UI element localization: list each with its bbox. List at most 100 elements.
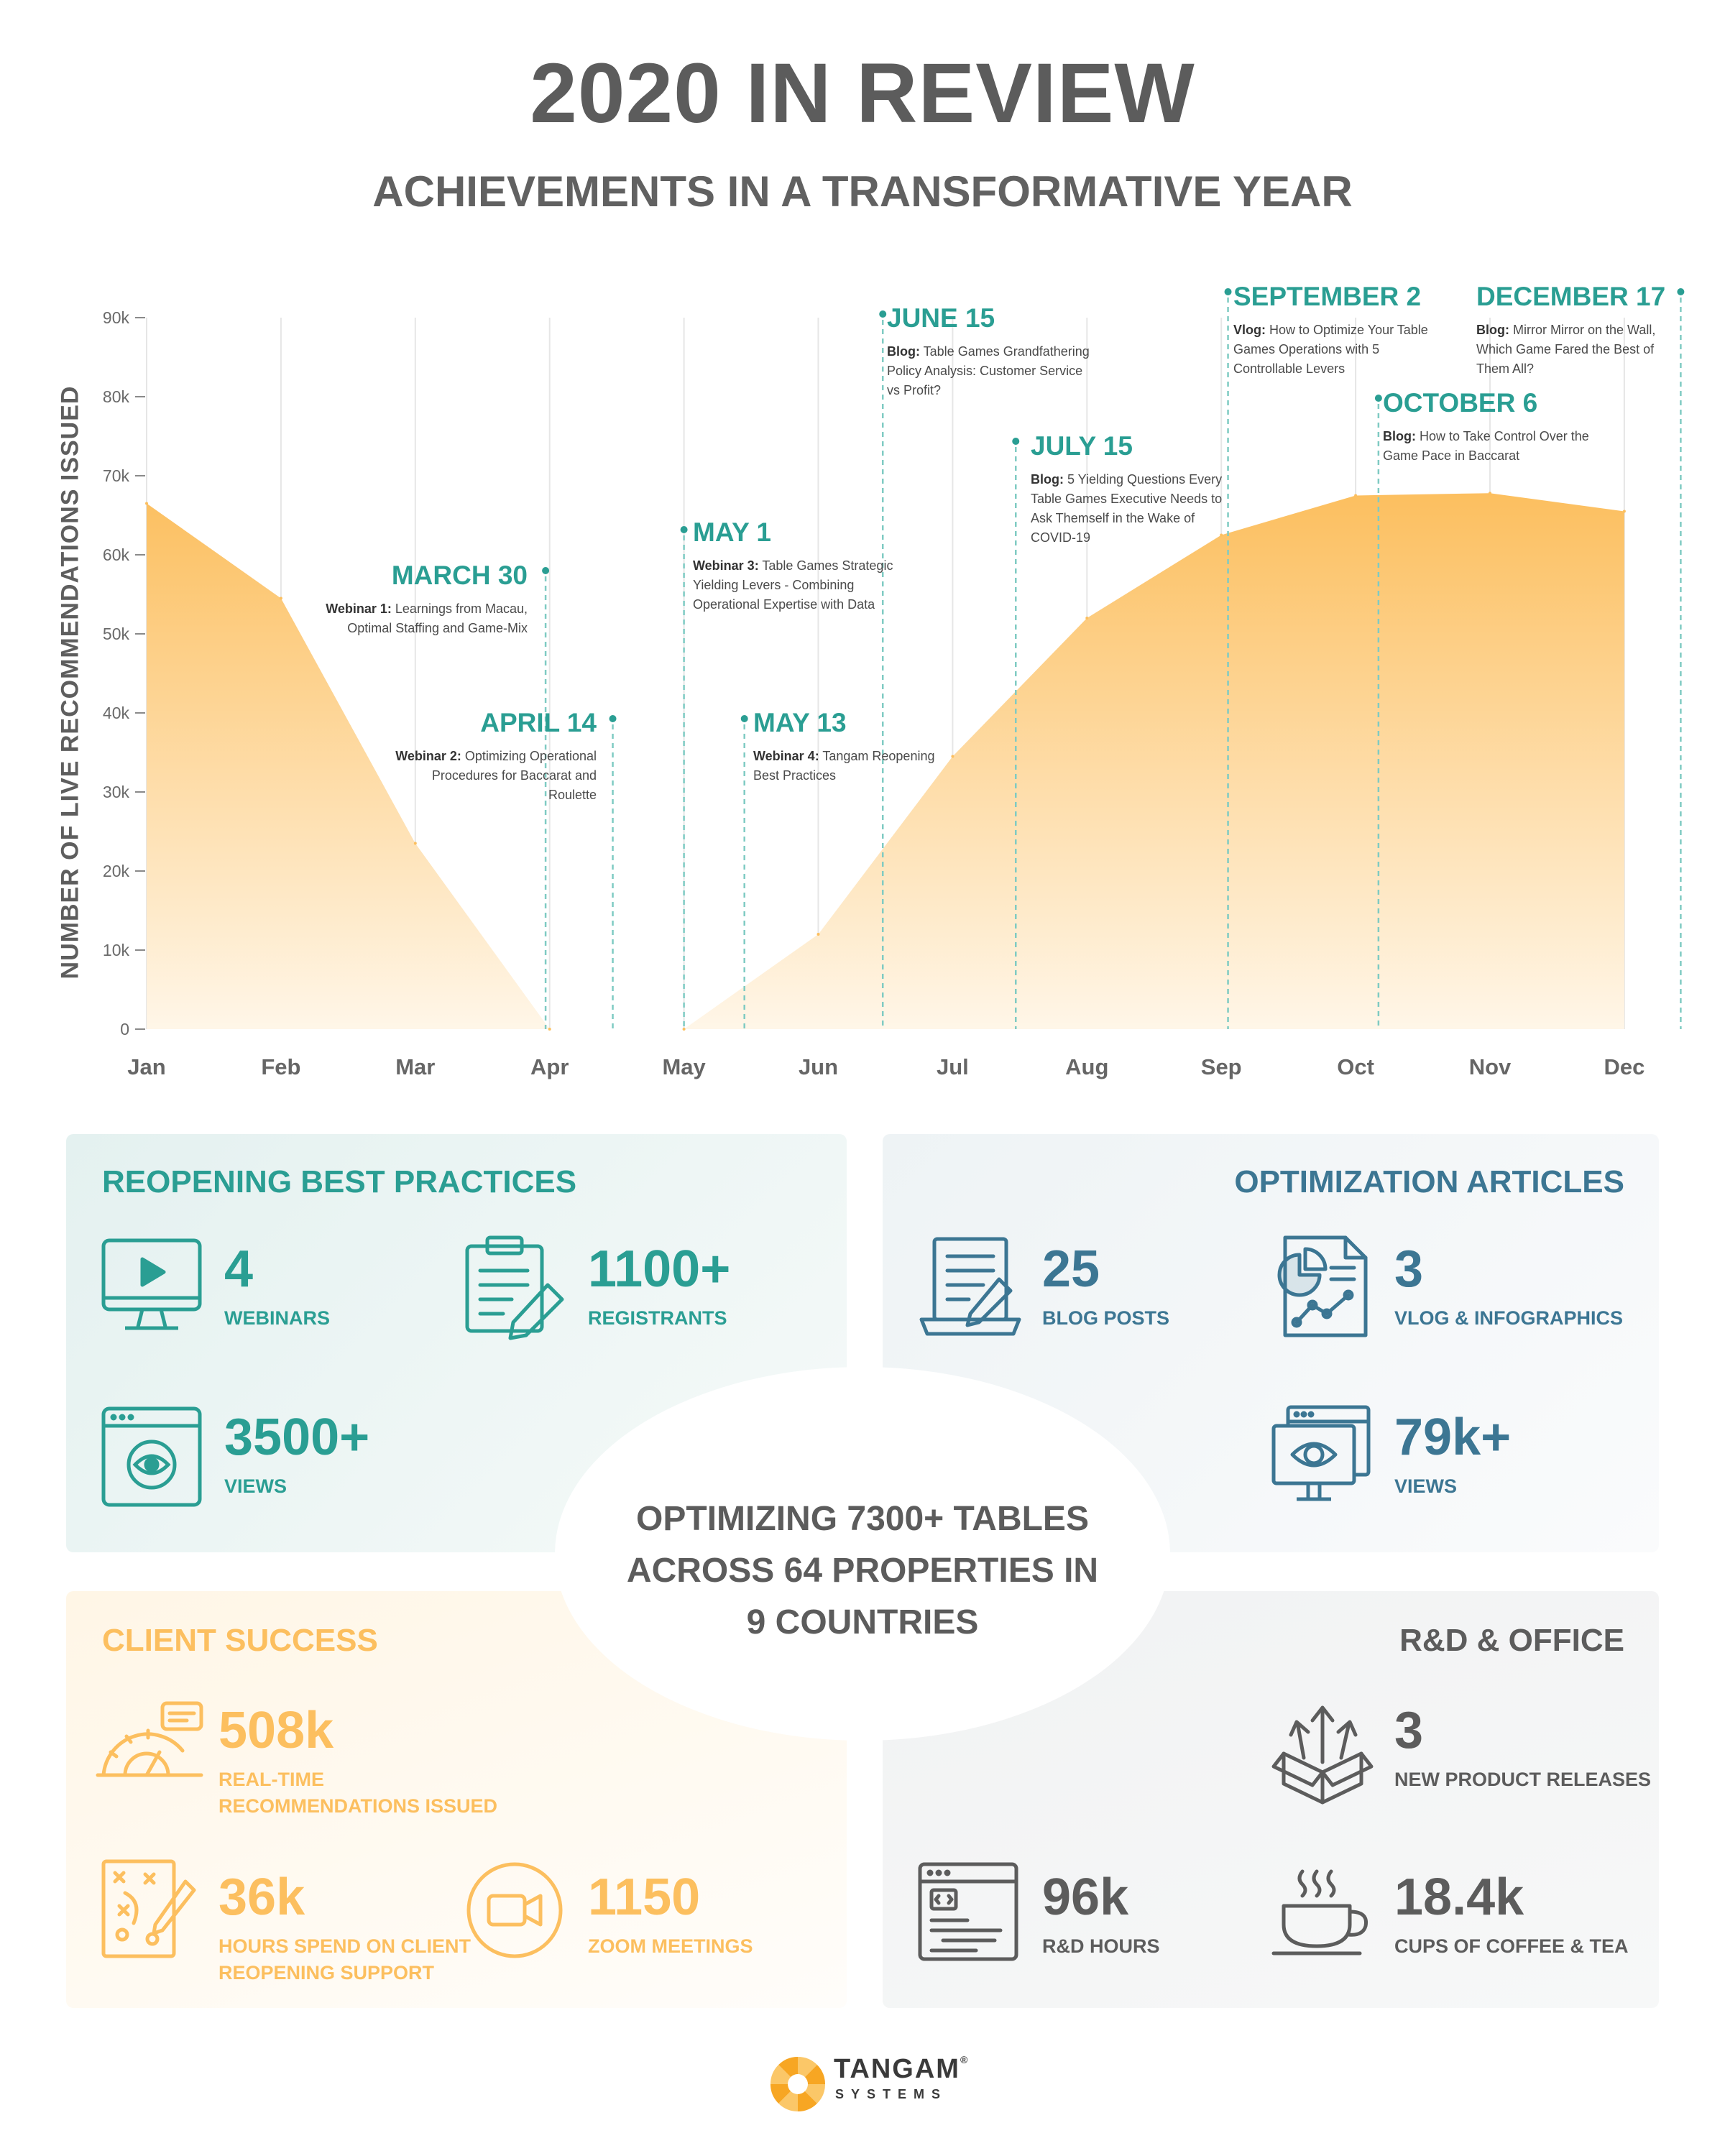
stat-label: HOURS SPEND ON CLIENT REOPENING SUPPORT <box>218 1935 472 1984</box>
annotation-date: JULY 15 <box>1031 431 1133 461</box>
stat-label: REGISTRANTS <box>588 1307 727 1329</box>
page-subtitle: ACHIEVEMENTS IN A TRANSFORMATIVE YEAR <box>372 167 1353 216</box>
annotation-lines <box>542 288 1685 1029</box>
y-tick-label: 40k <box>103 704 130 722</box>
annotation-text: Vlog: How to Optimize Your Table Games O… <box>1233 323 1428 376</box>
stat-label: VIEWS <box>1394 1475 1458 1497</box>
stat-value: 3500+ <box>224 1409 370 1466</box>
center-line-1: OPTIMIZING 7300+ TABLES <box>636 1500 1089 1538</box>
clipboard-pen-icon <box>465 1235 564 1340</box>
annotation-october-6: OCTOBER 6 Blog: How to Take Control Over… <box>1383 388 1591 466</box>
logo-wordmark: TANGAM® <box>834 2054 970 2084</box>
annotation-date: MARCH 30 <box>391 561 528 590</box>
x-tick-label-may: May <box>662 1054 706 1079</box>
coffee-cup-icon <box>1271 1869 1368 1955</box>
y-axis: 0 10k 20k 30k 40k 50k 60k 70k 80k 90k <box>103 308 145 1038</box>
stat-value: 1150 <box>588 1869 701 1926</box>
x-tick-label-jul: Jul <box>937 1054 969 1079</box>
data-point-feb <box>279 596 282 600</box>
annotation-date: JUNE 15 <box>887 303 995 333</box>
logo-subtitle: SYSTEMS <box>835 2087 948 2101</box>
gauge-chat-icon <box>96 1701 203 1777</box>
annotation-text: Blog: Table Games Grandfathering Policy … <box>887 344 1090 397</box>
coffee-stat: 18.4k CUPS OF COFFEE & TEA <box>1394 1869 1629 1960</box>
annotation-december-17: DECEMBER 17 Blog: Mirror Mirror on the W… <box>1476 282 1685 379</box>
y-tick-label: 0 <box>120 1020 129 1038</box>
stat-value: 3 <box>1394 1702 1424 1759</box>
stat-label: CUPS OF COFFEE & TEA <box>1394 1935 1629 1957</box>
tangam-logo-mark <box>770 2056 826 2112</box>
vlog-stat: 3 VLOG & INFOGRAPHICS <box>1394 1240 1623 1332</box>
recommendations-area <box>147 493 1624 1029</box>
annotation-marker-dot <box>680 526 688 533</box>
annotation-text: Webinar 3: Table Games Strategic Yieldin… <box>693 558 893 612</box>
annotation-marker-dot <box>740 715 748 722</box>
x-tick-label-oct: Oct <box>1337 1054 1374 1079</box>
strategy-board-icon <box>101 1859 196 1958</box>
annotation-text: Blog: 5 Yielding Questions Every Table G… <box>1031 472 1223 545</box>
data-point-apr <box>548 1028 551 1031</box>
articles-title: OPTIMIZATION ARTICLES <box>1234 1164 1624 1199</box>
x-tick-label-aug: Aug <box>1065 1054 1108 1079</box>
recommendations-stat: 508k REAL-TIME RECOMMENDATIONS ISSUED <box>218 1702 497 1820</box>
annotation-text: Blog: Mirror Mirror on the Wall, Which G… <box>1476 323 1656 376</box>
stat-label: ZOOM MEETINGS <box>588 1935 753 1957</box>
data-point-jan <box>145 502 148 505</box>
center-summary: OPTIMIZING 7300+ TABLES ACROSS 64 PROPER… <box>584 1493 1141 1649</box>
x-tick-label-dec: Dec <box>1604 1054 1644 1079</box>
annotation-march-30: MARCH 30 Webinar 1: Learnings from Macau… <box>319 561 528 638</box>
stat-value: 36k <box>218 1869 305 1926</box>
annotation-date: APRIL 14 <box>480 708 597 737</box>
y-axis-label: NUMBER OF LIVE RECOMMENDATIONS ISSUED <box>56 385 84 980</box>
video-camera-icon <box>466 1862 563 1958</box>
data-point-jul <box>951 755 954 758</box>
stat-label: WEBINARS <box>224 1307 330 1329</box>
annotation-date: MAY 1 <box>693 517 772 547</box>
annotation-text: Webinar 4: Tangam Reopening Best Practic… <box>753 749 935 783</box>
stat-value: 79k+ <box>1394 1409 1512 1466</box>
y-tick-label: 30k <box>103 783 130 801</box>
stat-label: REAL-TIME RECOMMENDATIONS ISSUED <box>218 1769 498 1817</box>
stat-value: 1100+ <box>588 1240 731 1298</box>
stat-value: 508k <box>218 1702 334 1759</box>
annotation-date: DECEMBER 17 <box>1476 282 1666 311</box>
client-success-title: CLIENT SUCCESS <box>102 1623 378 1658</box>
x-tick-label-jan: Jan <box>127 1054 165 1079</box>
rnd-hours-stat: 96k R&D HOURS <box>1042 1869 1160 1960</box>
annotation-june-15: JUNE 15 Blog: Table Games Grandfathering… <box>887 303 1095 400</box>
data-point-jun <box>816 933 820 936</box>
box-arrows-icon <box>1271 1705 1374 1805</box>
x-axis: Jan Feb Mar Apr May Jun Jul Aug Sep Oct Nov Dec <box>127 1054 1644 1079</box>
annotation-september-2: SEPTEMBER 2 Vlog: How to Optimize Your T… <box>1233 282 1442 379</box>
data-point-sep <box>1220 533 1223 537</box>
stat-value: 96k <box>1042 1869 1129 1926</box>
y-tick-label: 10k <box>103 941 130 959</box>
recommendations-area-chart: 0 10k 20k 30k 40k 50k 60k 70k 80k 90k Jan Feb Mar Ap… <box>103 288 1685 1079</box>
annotation-may-13: MAY 13 Webinar 4: Tangam Reopening Best … <box>753 708 962 786</box>
annotation-july-15: JULY 15 Blog: 5 Yielding Questions Every… <box>1031 431 1239 548</box>
code-window-icon <box>918 1862 1018 1961</box>
annotation-text: Blog: How to Take Control Over the Game … <box>1383 429 1589 463</box>
stat-value: 3 <box>1394 1240 1424 1298</box>
x-tick-label-mar: Mar <box>395 1054 435 1079</box>
reopening-views-stat: 3500+ VIEWS <box>224 1409 369 1500</box>
support-hours-stat: 36k HOURS SPEND ON CLIENT REOPENING SUPPO… <box>218 1869 471 1986</box>
annotation-marker-dot <box>609 715 617 722</box>
webinars-stat: 4 WEBINARS <box>224 1240 330 1332</box>
reopening-title: REOPENING BEST PRACTICES <box>102 1164 577 1199</box>
y-tick-label: 50k <box>103 625 130 643</box>
annotation-text: Webinar 1: Learnings from Macau, Optimal… <box>326 602 528 635</box>
data-point-mar <box>413 842 417 845</box>
y-tick-label: 80k <box>103 387 130 406</box>
blog-posts-stat: 25 BLOG POSTS <box>1042 1240 1169 1332</box>
report-chart-icon <box>1277 1235 1368 1337</box>
center-oval <box>555 1367 1170 1741</box>
product-releases-stat: 3 NEW PRODUCT RELEASES <box>1394 1702 1651 1793</box>
annotation-may-1: MAY 1 Webinar 3: Table Games Strategic Y… <box>693 517 901 614</box>
data-point-aug <box>1085 617 1089 619</box>
annotation-date: MAY 13 <box>753 708 847 737</box>
data-point-nov <box>1489 492 1491 495</box>
zoom-meetings-stat: 1150 ZOOM MEETINGS <box>588 1869 753 1960</box>
y-tick-label: 90k <box>103 308 130 327</box>
x-tick-label-apr: Apr <box>530 1054 569 1079</box>
